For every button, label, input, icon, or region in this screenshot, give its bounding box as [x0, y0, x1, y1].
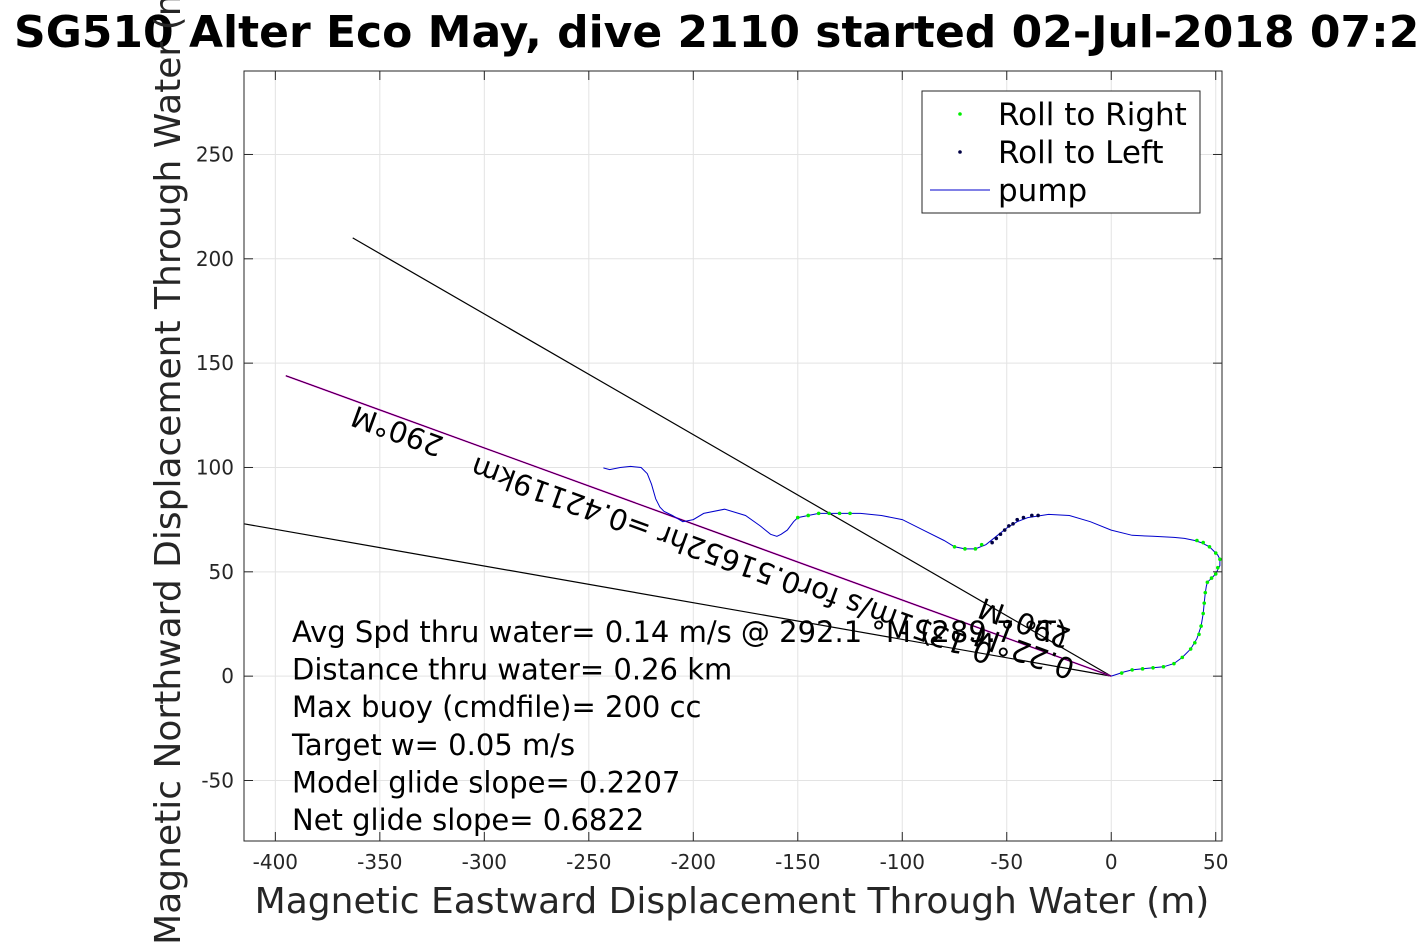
info-line: Model glide slope= 0.2207	[292, 765, 680, 799]
roll-left-point	[990, 540, 994, 545]
y-tick-label: 200	[196, 247, 234, 271]
mean-track-overlay	[285, 375, 1112, 677]
legend-swatch-dot	[958, 112, 962, 116]
roll-right-point	[1161, 664, 1166, 669]
roll-right-point	[827, 511, 831, 516]
roll-right-point	[1188, 647, 1193, 651]
x-tick-label: -50	[990, 850, 1023, 874]
roll-right-point	[1140, 667, 1145, 671]
roll-right-point	[1207, 544, 1212, 549]
roll-left-point	[1011, 522, 1015, 526]
roll-right-point	[1172, 661, 1176, 666]
roll-left-point	[998, 532, 1003, 537]
info-line: Net glide slope= 0.6822	[292, 803, 644, 837]
info-line: Distance thru water= 0.26 km	[292, 653, 732, 687]
roll-right-point	[837, 511, 842, 516]
roll-left-point	[1002, 528, 1007, 532]
info-line: Target w= 0.05 m/s	[291, 728, 575, 762]
x-tick-label: -400	[253, 850, 298, 874]
legend-label: pump	[998, 173, 1087, 209]
roll-right-point	[952, 544, 957, 549]
y-tick-label: -50	[201, 768, 234, 792]
y-tick-label: 150	[196, 351, 234, 375]
roll-right-point	[1201, 540, 1205, 545]
roll-right-point	[848, 511, 852, 516]
legend-swatch-dot	[958, 150, 962, 154]
roll-right-point	[1205, 580, 1210, 585]
data-layer	[243, 237, 1222, 677]
roll-right-point	[1213, 572, 1218, 576]
pump-track-line	[603, 465, 1221, 677]
x-tick-label: -300	[462, 850, 507, 874]
roll-right-point	[795, 515, 800, 520]
x-tick-label: -350	[357, 850, 402, 874]
roll-right-point	[963, 547, 967, 551]
roll-left-point	[1015, 517, 1020, 522]
roll-right-point	[973, 547, 978, 551]
roll-left-point	[1021, 515, 1026, 520]
legend-box	[921, 90, 1201, 214]
y-axis-label: Magnetic Northward Displacement Through …	[148, 0, 189, 945]
legend-label: Roll to Right	[998, 97, 1187, 133]
x-axis-ticks: -400 -350 -300 -250 -200 -150 -100 -50 0 50	[253, 71, 1228, 874]
x-tick-label: -150	[775, 850, 820, 874]
roll-right-point	[1180, 655, 1185, 660]
roll-right-point	[979, 542, 984, 547]
y-tick-label: 250	[196, 142, 234, 166]
info-text-block: Avg Spd thru water= 0.14 m/s @ 292.1 °M …	[291, 615, 1067, 837]
legend-label: Roll to Left	[998, 135, 1164, 171]
roll-right-point	[1197, 632, 1201, 637]
roll-right-point	[1203, 590, 1208, 595]
heading-line	[243, 523, 1112, 677]
roll-left-point	[1030, 513, 1034, 518]
roll-right-point	[816, 511, 821, 516]
roll-right-point	[1130, 668, 1134, 672]
roll-right-point	[1151, 666, 1155, 670]
roll-right-point	[1201, 611, 1205, 616]
roll-right-point	[1218, 557, 1222, 562]
y-tick-label: 50	[209, 560, 234, 584]
info-line: Avg Spd thru water= 0.14 m/s @ 292.1 °M …	[292, 615, 1067, 649]
roll-right-point	[1209, 576, 1214, 580]
roll-right-point	[1216, 565, 1220, 570]
roll-right-point	[1193, 640, 1197, 645]
chart-title: SG510 Alter Eco May, dive 2110 started 0…	[14, 7, 1417, 58]
x-tick-label: 0	[1105, 850, 1118, 874]
x-tick-label: -250	[566, 850, 611, 874]
roll-left-point	[1036, 513, 1040, 518]
roll-right-point	[806, 513, 811, 518]
x-tick-label: -200	[671, 850, 716, 874]
x-axis-label: Magnetic Eastward Displacement Through W…	[255, 881, 1210, 922]
info-line: Max buoy (cmdfile)= 200 cc	[292, 690, 701, 724]
roll-right-point	[1213, 551, 1218, 555]
y-tick-label: 100	[196, 455, 234, 479]
x-tick-label: 50	[1203, 850, 1228, 874]
roll-right-point	[1195, 538, 1199, 543]
x-tick-label: -100	[880, 850, 925, 874]
y-tick-label: 0	[221, 664, 234, 688]
roll-left-point	[1007, 524, 1011, 528]
roll-right-point	[1119, 671, 1124, 675]
y-axis-ticks: -50 0 50 100 150 200 250	[196, 142, 1222, 792]
heading-line	[352, 237, 1112, 677]
roll-right-point	[1202, 601, 1207, 605]
plot-frame	[243, 70, 1223, 842]
roll-left-point	[994, 536, 999, 541]
roll-right-point	[1199, 624, 1203, 628]
